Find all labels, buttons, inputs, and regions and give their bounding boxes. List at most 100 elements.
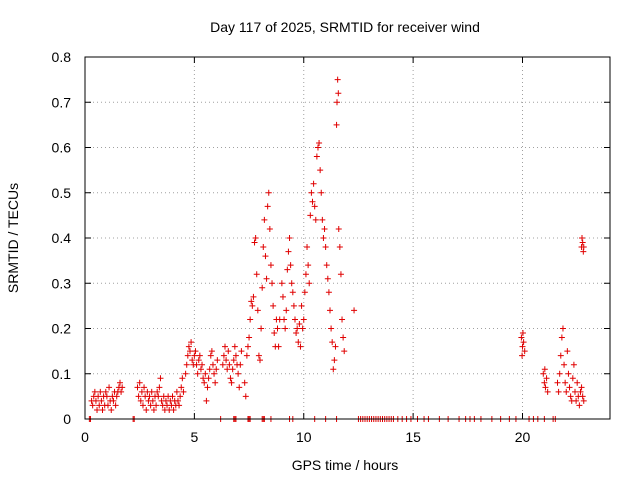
data-point: [250, 293, 257, 300]
data-point: [259, 284, 266, 291]
data-point: [313, 153, 320, 160]
data-point: [572, 388, 578, 395]
data-point: [119, 384, 126, 391]
data-point: [264, 203, 271, 210]
data-point: [564, 348, 571, 355]
data-point: [248, 298, 255, 305]
data-point: [195, 357, 202, 364]
data-point: [558, 334, 565, 341]
data-point: [184, 352, 191, 359]
data-point: [294, 325, 301, 332]
data-point: [554, 379, 561, 386]
data-point: [569, 375, 576, 382]
data-point: [341, 348, 348, 355]
data-point: [182, 370, 189, 377]
data-point: [177, 393, 184, 400]
data-point: [328, 325, 335, 332]
data-point: [307, 212, 314, 219]
data-point: [143, 406, 150, 413]
data-point: [283, 307, 290, 314]
data-point: [282, 325, 289, 332]
data-point: [197, 366, 204, 373]
data-point: [219, 361, 226, 368]
data-point: [155, 393, 162, 400]
data-point: [306, 280, 313, 287]
data-point: [134, 384, 141, 391]
data-point: [333, 121, 340, 128]
data-point: [296, 320, 303, 327]
data-point: [331, 357, 338, 364]
data-point: [228, 379, 235, 386]
data-point: [576, 402, 583, 409]
data-point: [214, 357, 221, 364]
data-point: [304, 244, 311, 251]
data-point: [557, 352, 564, 359]
data-point: [153, 402, 160, 409]
data-point: [255, 352, 262, 359]
data-point: [311, 203, 318, 210]
data-point: [231, 343, 238, 350]
data-point: [559, 325, 566, 332]
data-point: [573, 397, 580, 404]
data-point: [544, 388, 551, 395]
data-point: [229, 366, 236, 373]
data-point: [519, 330, 526, 337]
data-point: [339, 316, 346, 323]
plot-frame: [84, 56, 611, 420]
data-point: [242, 393, 249, 400]
data-point: [322, 244, 329, 251]
data-point: [324, 275, 331, 282]
data-point: [265, 189, 272, 196]
data-point: [275, 343, 282, 350]
data-point: [289, 289, 296, 296]
data-point: [208, 348, 215, 355]
data-point: [579, 393, 586, 400]
data-point: [298, 302, 305, 309]
data-point: [156, 384, 163, 391]
data-point: [103, 393, 110, 400]
points-layer: [86, 76, 587, 422]
data-point: [316, 139, 323, 146]
y-axis-label: SRMTID / TECUs: [5, 183, 21, 293]
data-point: [258, 325, 265, 332]
data-point: [89, 402, 96, 409]
data-point: [284, 266, 291, 273]
data-point: [97, 388, 104, 395]
data-point: [335, 90, 342, 97]
data-point: [567, 393, 574, 400]
data-point: [183, 361, 190, 368]
data-point: [94, 406, 101, 413]
data-point: [519, 352, 526, 359]
data-point: [574, 379, 581, 386]
data-point: [137, 397, 144, 404]
data-point: [261, 216, 268, 223]
data-point: [271, 330, 278, 337]
data-point: [300, 316, 307, 323]
data-point: [323, 262, 330, 269]
y-tick-label: 0: [63, 411, 71, 427]
data-point: [336, 244, 343, 251]
data-point: [257, 357, 263, 364]
data-point: [317, 167, 324, 174]
data-point: [147, 402, 154, 409]
data-point: [288, 280, 295, 287]
data-point: [555, 388, 562, 395]
data-point: [204, 384, 211, 391]
data-point: [98, 397, 105, 404]
data-point: [223, 357, 230, 364]
data-point: [299, 325, 306, 332]
data-point: [335, 225, 342, 232]
data-point: [290, 302, 297, 309]
data-point: [330, 366, 337, 373]
data-point: [220, 352, 227, 359]
data-point: [192, 348, 199, 355]
data-point: [113, 393, 120, 400]
data-point: [138, 388, 145, 395]
data-point: [237, 361, 244, 368]
data-point: [561, 361, 568, 368]
data-point: [188, 339, 195, 346]
data-point: [180, 388, 187, 395]
data-point: [254, 307, 261, 314]
